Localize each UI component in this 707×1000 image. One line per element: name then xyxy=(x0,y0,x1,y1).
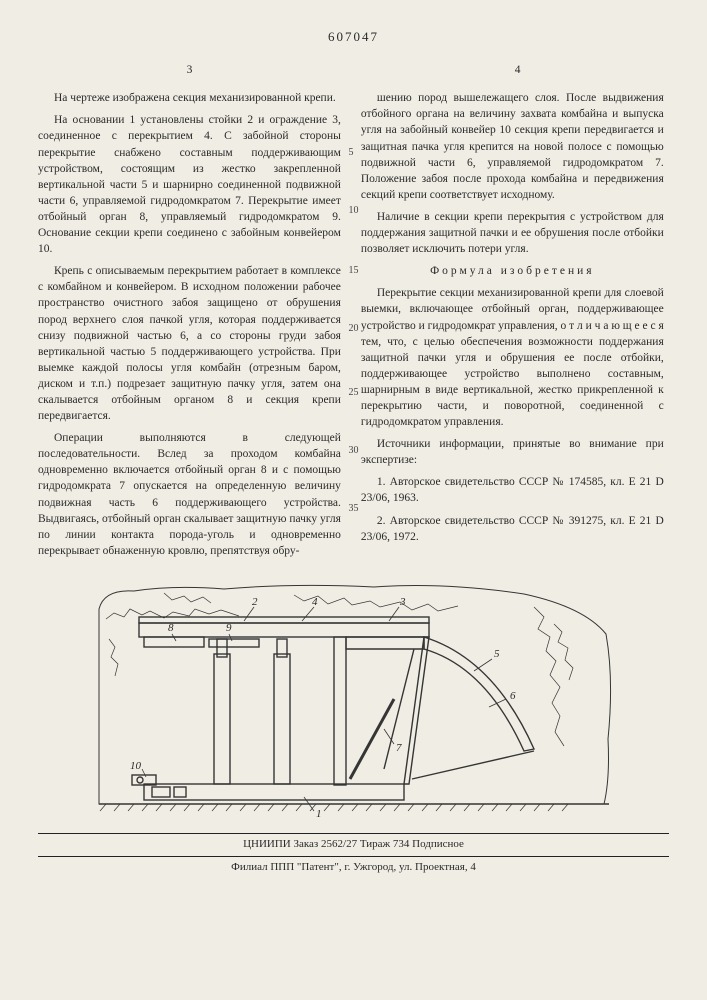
line-number: 30 xyxy=(348,446,358,456)
svg-text:8: 8 xyxy=(168,622,174,634)
body-paragraph: Операции выполняются в следующей последо… xyxy=(38,430,341,559)
svg-text:6: 6 xyxy=(510,690,516,702)
svg-text:1: 1 xyxy=(316,808,322,819)
source-item: 1. Авторское свидетельство СССР № 174585… xyxy=(361,474,664,506)
footer-main: ЦНИИПИ Заказ 2562/27 Тираж 734 Подписное xyxy=(38,833,669,852)
line-number: 35 xyxy=(348,504,358,514)
svg-text:3: 3 xyxy=(399,596,406,608)
svg-text:9: 9 xyxy=(226,622,232,634)
svg-text:2: 2 xyxy=(252,596,258,608)
technical-diagram: 1 2 3 4 5 6 7 8 9 10 xyxy=(94,579,614,819)
svg-text:10: 10 xyxy=(130,760,142,772)
body-paragraph: шению пород вышележащего слоя. После выд… xyxy=(361,90,664,203)
line-number: 20 xyxy=(348,324,358,334)
body-paragraph: Крепь с описываемым перекрытием работает… xyxy=(38,263,341,424)
line-number: 25 xyxy=(348,388,358,398)
svg-text:4: 4 xyxy=(312,596,318,608)
svg-text:5: 5 xyxy=(494,648,500,660)
footer-sub: Филиал ППП "Патент", г. Ужгород, ул. Про… xyxy=(38,856,669,875)
svg-text:7: 7 xyxy=(396,742,402,754)
body-paragraph: Наличие в секции крепи перекрытия с устр… xyxy=(361,209,664,257)
column-headers: 3 4 xyxy=(38,62,669,78)
formula-text: Перекрытие секции механизированной крепи… xyxy=(361,285,664,430)
line-number: 15 xyxy=(348,266,358,276)
two-column-body: 5 10 15 20 25 30 35 На чертеже изображена секц… xyxy=(38,90,669,565)
formula-title: Формула изобретения xyxy=(361,263,664,279)
patent-number: 607047 xyxy=(38,28,669,46)
body-paragraph: На основании 1 установлены стойки 2 и ог… xyxy=(38,112,341,257)
body-paragraph: На чертеже изображена секция механизиров… xyxy=(38,90,341,106)
left-column: На чертеже изображена секция механизиров… xyxy=(38,90,341,565)
right-column: шению пород вышележащего слоя. После выд… xyxy=(361,90,664,565)
source-item: 2. Авторское свидетельство СССР № 391275… xyxy=(361,513,664,545)
line-number: 5 xyxy=(348,148,353,158)
right-col-num: 4 xyxy=(366,62,669,78)
left-col-num: 3 xyxy=(38,62,341,78)
line-number: 10 xyxy=(348,206,358,216)
sources-title: Источники информации, принятые во вниман… xyxy=(361,436,664,468)
